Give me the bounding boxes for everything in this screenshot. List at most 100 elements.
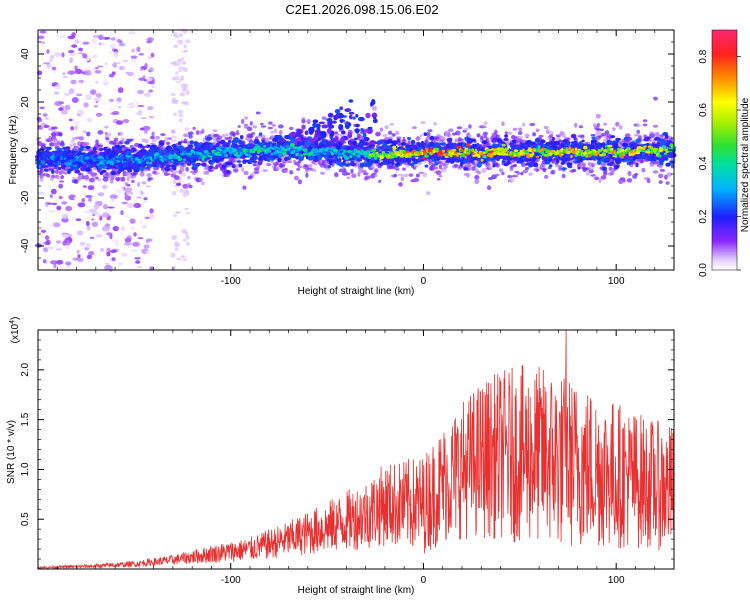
spectrogram-cell [308, 163, 313, 168]
spectrogram-cell [501, 171, 505, 176]
spectrogram-cell [82, 185, 87, 188]
spectrogram-cell [86, 131, 91, 137]
spectrogram-cell [174, 35, 180, 38]
spectrogram-cell [52, 222, 61, 228]
spectrogram-cell [458, 165, 465, 169]
spectrogram-cell [400, 160, 404, 164]
spectrogram-cell [54, 169, 60, 174]
spectrogram-cell [93, 203, 100, 210]
spectrogram-cell [539, 139, 546, 144]
spectrogram-cell [151, 85, 156, 88]
spectrogram-cell [435, 134, 442, 137]
spectrogram-cell [544, 174, 549, 179]
spectrogram-cell [590, 134, 596, 137]
spectrogram-cell [634, 134, 639, 137]
spectrogram-cell [118, 105, 121, 109]
spectrogram-cell [435, 170, 442, 176]
spectrogram-cell [520, 162, 527, 167]
spectrogram-cell [433, 121, 437, 126]
spectrogram-cell [374, 168, 379, 173]
spectrogram-cell [85, 242, 91, 249]
spectrogram-cell [75, 93, 83, 97]
spectrogram-cell [481, 141, 488, 144]
spectrogram-cell [624, 133, 631, 138]
spectrogram-cell [614, 165, 620, 169]
spectrogram-cell [256, 164, 261, 169]
spectrogram-cell [129, 138, 134, 141]
spectrogram-cell [120, 184, 124, 191]
spectrogram-cell [73, 179, 79, 184]
spectrogram-cell [658, 173, 664, 179]
spectrogram-cell [42, 252, 47, 256]
spectrogram-cell [495, 134, 500, 138]
spectrogram-cell [48, 210, 56, 213]
spectrogram-cell [116, 97, 122, 102]
spectrogram-cell [221, 164, 227, 169]
spectrogram-cell [70, 126, 74, 131]
spectrogram-cell [156, 163, 160, 168]
spectrogram-cell [476, 143, 480, 147]
spectrogram-cell [426, 191, 431, 196]
spectrogram-cell [503, 137, 509, 142]
spectrogram-cell [85, 194, 93, 199]
spectrogram-cell [464, 127, 469, 131]
spectrogram-cell [82, 41, 90, 45]
spectrogram-cell [252, 155, 258, 161]
spectrogram-cell [521, 122, 526, 127]
spectrogram-cell [124, 187, 133, 193]
spectrogram-cell [170, 92, 176, 96]
spectrogram-cell [600, 175, 607, 180]
spectrogram-cell [635, 124, 641, 127]
spectrogram-cell [186, 234, 190, 240]
spectrogram-cell [581, 139, 585, 143]
spectrogram-cell [165, 172, 171, 176]
spectrogram-cell [106, 232, 113, 236]
spectrogram-cell [480, 125, 487, 129]
spectrogram-cell [39, 49, 45, 52]
spectrogram-cell [182, 183, 189, 189]
spectrogram-cell [85, 94, 92, 101]
spectrogram-cell [224, 136, 230, 141]
spectrogram-cell [106, 251, 111, 257]
spectrogram-cell [151, 144, 157, 148]
spectrogram-cell [626, 178, 633, 183]
spectrogram-cell [618, 178, 624, 184]
spectrogram-cell [481, 168, 487, 173]
spectrogram-cell [39, 30, 47, 34]
spectrogram-cell [593, 176, 600, 181]
spectrogram-cell [50, 188, 57, 195]
spectrogram-cell [110, 198, 115, 202]
spectrogram-cell [43, 145, 47, 151]
spectrogram-cell [596, 160, 602, 166]
spectrogram-cell [185, 189, 189, 194]
spectrogram-cell [443, 164, 448, 169]
spectrogram-cell [590, 174, 596, 177]
spectrogram-cell [400, 142, 407, 146]
spectrogram-cell [51, 169, 55, 174]
spectrogram-cell [141, 138, 147, 143]
spectrogram-cell [508, 177, 515, 183]
spectrogram-cell [391, 160, 395, 166]
spectrogram-cell [642, 123, 648, 127]
spectrogram-cell [109, 194, 118, 200]
spectrogram-cell [243, 170, 249, 176]
spectrogram-cell [68, 52, 77, 57]
spectrogram-cell [37, 191, 45, 195]
spectrogram-cell [148, 177, 153, 181]
spectrogram-cell [406, 158, 412, 164]
spectrogram-cell [44, 117, 50, 120]
spectrogram-cell [623, 136, 629, 141]
spectrogram-cell [124, 195, 129, 200]
spectrogram-cell [182, 258, 188, 261]
spectrogram-cell [264, 137, 270, 143]
spectrogram-cell [44, 235, 50, 241]
spectrogram-cell [548, 158, 553, 162]
spectrogram-cell [132, 102, 140, 106]
spectrogram-cell [45, 239, 51, 246]
spectrogram-cell [92, 99, 96, 105]
spectrogram-cell [418, 171, 425, 174]
spectrogram-cell [150, 52, 155, 58]
spectrogram-cell [159, 141, 165, 146]
spectrogram-cell [39, 178, 44, 182]
spectrogram-cell [83, 66, 91, 70]
